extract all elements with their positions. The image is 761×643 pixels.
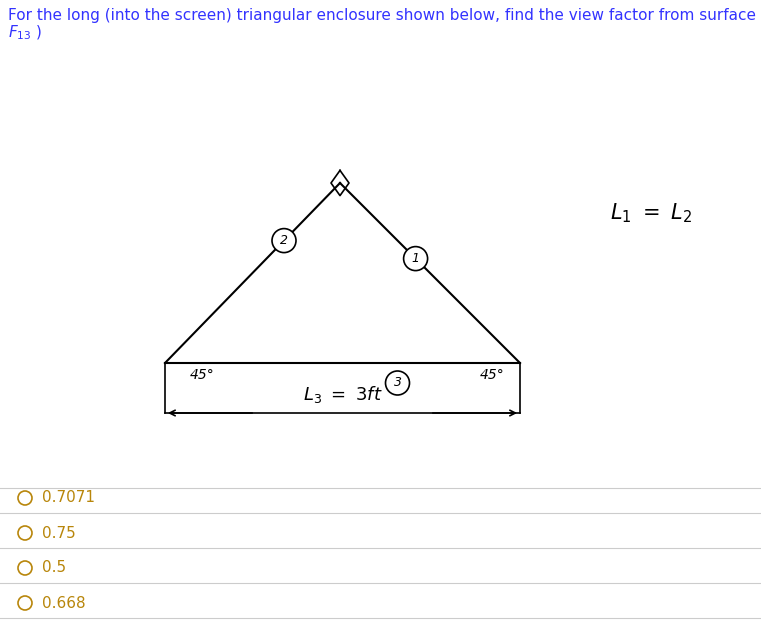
Text: $\mathit{L_3\ =\ 3ft}$: $\mathit{L_3\ =\ 3ft}$ [303, 384, 382, 405]
Circle shape [403, 247, 428, 271]
Text: $L_{\mathit{1}}\mathit{\ =\ }L_{\mathit{2}}$: $L_{\mathit{1}}\mathit{\ =\ }L_{\mathit{… [610, 201, 693, 225]
Circle shape [18, 526, 32, 540]
Circle shape [18, 491, 32, 505]
Text: 0.668: 0.668 [42, 595, 86, 610]
Text: 0.75: 0.75 [42, 525, 76, 541]
Text: 45°: 45° [190, 368, 215, 382]
Circle shape [18, 561, 32, 575]
Text: For the long (into the screen) triangular enclosure shown below, find the view f: For the long (into the screen) triangula… [8, 8, 761, 23]
Text: 0.5: 0.5 [42, 561, 66, 575]
Text: $F_{13}$ ): $F_{13}$ ) [8, 24, 42, 42]
Text: 2: 2 [280, 234, 288, 247]
Circle shape [386, 371, 409, 395]
Text: 3: 3 [393, 377, 402, 390]
Text: 1: 1 [412, 252, 419, 265]
Circle shape [272, 229, 296, 253]
Circle shape [18, 596, 32, 610]
Text: 45°: 45° [480, 368, 505, 382]
Text: 0.7071: 0.7071 [42, 491, 95, 505]
